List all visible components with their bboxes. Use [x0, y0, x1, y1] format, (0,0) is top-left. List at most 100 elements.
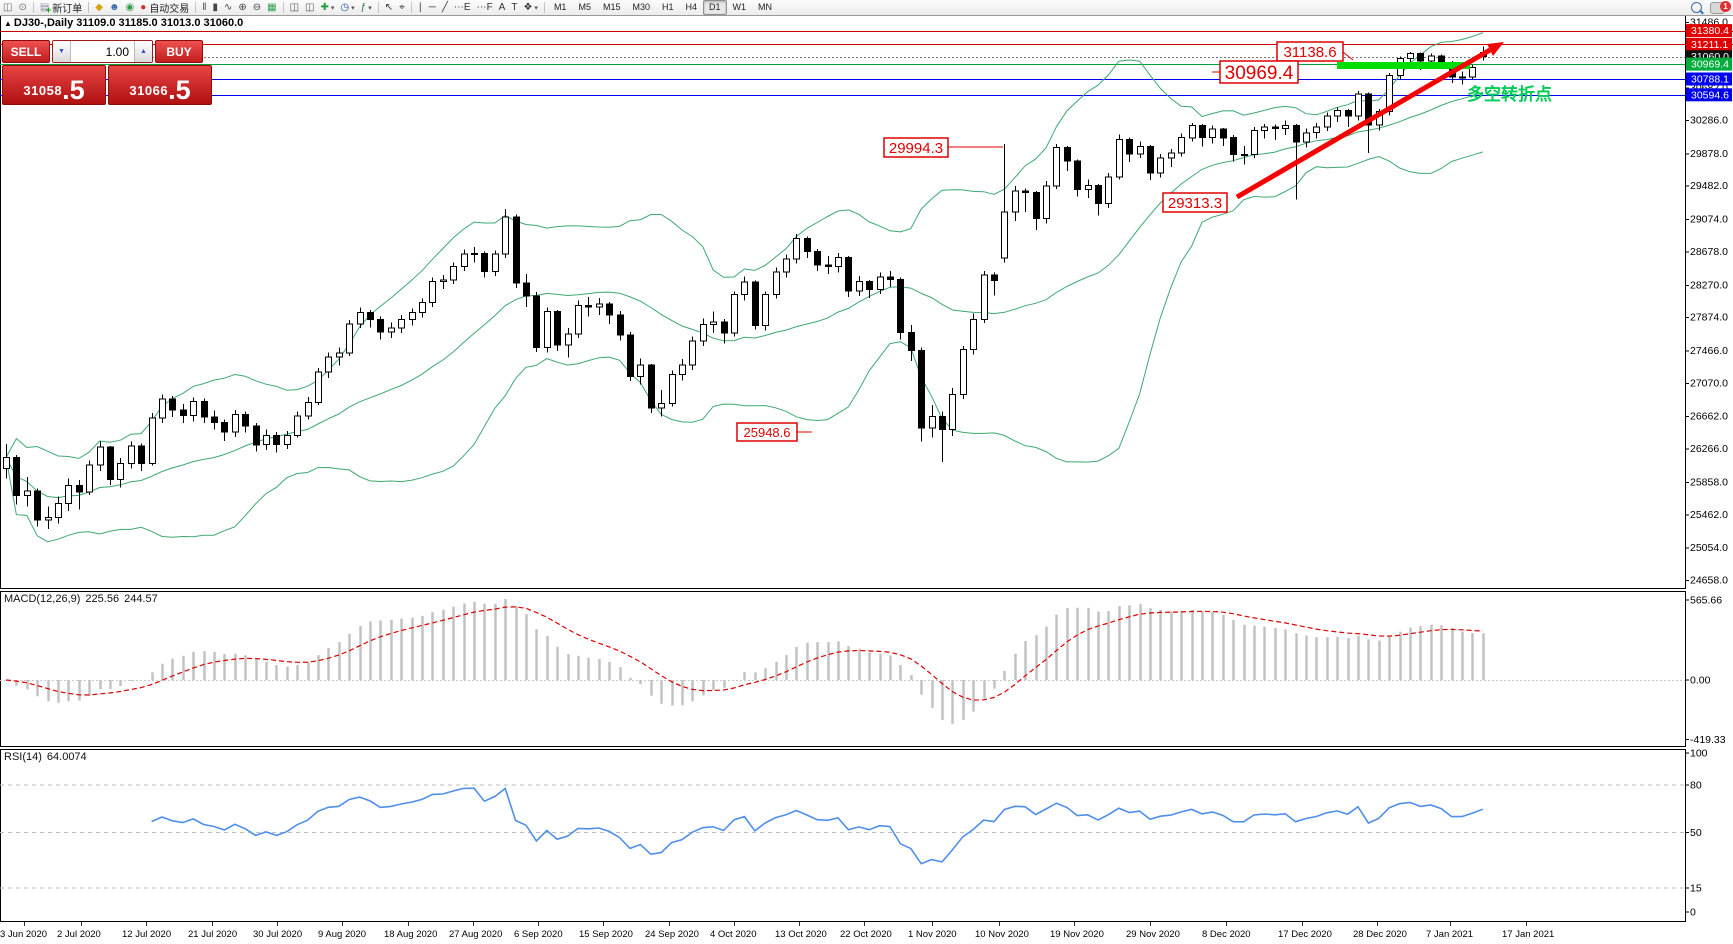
period-clock-icon: ◷	[340, 1, 350, 13]
timeframe-m1[interactable]: M1	[553, 2, 567, 12]
svg-text:24658.0: 24658.0	[1690, 575, 1728, 587]
cursor-icon[interactable]: ↖	[382, 1, 396, 14]
chart-title-text: DJ30-,Daily 31109.0 31185.0 31013.0 3106…	[13, 17, 244, 29]
svg-text:10 Nov 2020: 10 Nov 2020	[975, 929, 1029, 940]
autotrade-button[interactable]: ● 自动交易	[137, 1, 192, 15]
timeframe-bar: M1 M5 M15 M30 H1 H4 D1 W1 MN	[548, 0, 778, 15]
chevron-down-icon[interactable]: ▾	[534, 4, 538, 12]
buy-button[interactable]: BUY	[155, 40, 203, 63]
macd-label: MACD(12,26,9) 225.56 244.57	[4, 593, 163, 605]
macd-histogram	[0, 599, 1685, 724]
timeframe-mn[interactable]: MN	[758, 2, 773, 12]
crosshair-icon[interactable]: ⌖	[396, 1, 408, 14]
community-icon[interactable]: ☻	[106, 1, 123, 14]
add-indicator-button[interactable]: ✚ ▾	[318, 1, 338, 14]
text-icon[interactable]: A	[496, 1, 509, 14]
indicator-list-icon[interactable]: ƒ ▾	[358, 1, 375, 14]
timeframe-w1[interactable]: W1	[732, 2, 747, 12]
new-order-button[interactable]: ▤ + 新订单	[37, 1, 85, 15]
community-icon: ☻	[109, 1, 120, 13]
data-window-icon[interactable]: ⊙	[15, 1, 29, 14]
symbol-arrow-icon: ▲	[4, 19, 12, 28]
notification-badge[interactable]: 1	[1720, 0, 1731, 12]
tile-windows-icon[interactable]: ▦	[264, 1, 279, 14]
chevron-down-icon[interactable]: ▾	[351, 4, 355, 12]
styles-icon[interactable]: ◆	[92, 1, 106, 14]
svg-text:19 Nov 2020: 19 Nov 2020	[1050, 929, 1104, 940]
buy-price-main: 31066	[129, 83, 169, 98]
svg-text:31380.4: 31380.4	[1691, 25, 1729, 37]
volume-field[interactable]: 1.00	[71, 41, 134, 62]
macd-signal-line	[5, 606, 1483, 701]
line-chart-icon[interactable]: ∿	[221, 1, 235, 14]
chart-window-icon[interactable]: ◫	[0, 1, 15, 14]
svg-text:27070.0: 27070.0	[1690, 377, 1728, 389]
svg-text:29 Nov 2020: 29 Nov 2020	[1126, 929, 1180, 940]
toolbar-separator	[88, 2, 90, 13]
arrows-icon[interactable]: ❖ ▾	[520, 1, 540, 14]
svg-text:0: 0	[1690, 907, 1696, 919]
sell-price-main: 31058	[23, 83, 63, 98]
volume-increase-button[interactable]: ▲	[134, 41, 152, 62]
svg-text:28270.0: 28270.0	[1690, 279, 1728, 291]
chevron-down-icon[interactable]: ▾	[330, 4, 335, 12]
svg-text:26662.0: 26662.0	[1690, 411, 1728, 423]
sell-price-pips: .5	[62, 75, 85, 105]
text-icon: A	[498, 1, 506, 13]
date-axis: 3 Jun 2020 2 Jul 2020 12 Jul 2020 21 Jul 20…	[0, 922, 1554, 940]
timeframe-h4[interactable]: H4	[685, 2, 698, 12]
support-zone-bar	[1337, 62, 1470, 69]
trendline-icon: ╱	[441, 1, 448, 13]
svg-text:13 Oct 2020: 13 Oct 2020	[775, 929, 827, 940]
label-icon[interactable]: T	[508, 1, 520, 14]
search-icon[interactable]	[1691, 2, 1702, 13]
fibonacci-icon[interactable]: ⋯E	[451, 1, 474, 14]
volume-decrease-button[interactable]: ▼	[53, 41, 71, 62]
toolbar-separator	[543, 2, 545, 13]
timeframe-m15[interactable]: M15	[602, 2, 621, 12]
timeframe-d1[interactable]: D1	[703, 0, 727, 15]
svg-text:27874.0: 27874.0	[1690, 312, 1728, 324]
buy-price-pips: .5	[168, 75, 191, 105]
zoom-out-icon[interactable]: ⊖	[250, 1, 264, 14]
period-clock-icon[interactable]: ◷ ▾	[337, 1, 357, 14]
zoom-in-icon[interactable]: ⊕	[235, 1, 249, 14]
vertical-line-icon[interactable]: ∣	[415, 1, 426, 14]
svg-text:28678.0: 28678.0	[1690, 246, 1728, 258]
indicator-list-icon: ƒ	[360, 1, 367, 13]
price-callout-box	[883, 137, 949, 158]
channel-icon[interactable]: ⋯F	[474, 1, 496, 14]
horizontal-line-icon[interactable]: ─	[426, 1, 439, 14]
new-order-button-label: 新订单	[52, 4, 83, 15]
sell-price-box[interactable]: 31058.5	[2, 65, 106, 105]
timeframe-h1[interactable]: H1	[662, 2, 674, 12]
sell-button[interactable]: SELL	[2, 40, 50, 63]
chevron-down-icon[interactable]: ▾	[368, 4, 372, 12]
buy-price-box[interactable]: 31066.5	[108, 65, 212, 105]
template-icon[interactable]: ◫	[302, 1, 317, 14]
add-indicator-button: ✚	[320, 1, 329, 13]
price-callout-box	[1162, 192, 1228, 213]
bar-chart-icon[interactable]: ǁ	[199, 1, 209, 14]
svg-text:6 Sep 2020: 6 Sep 2020	[514, 929, 563, 940]
horizontal-line-icon: ─	[428, 1, 436, 13]
svg-text:50: 50	[1690, 827, 1702, 839]
timeframe-m30[interactable]: M30	[632, 2, 650, 12]
chat-bubble-icon[interactable]: 1	[1710, 0, 1731, 14]
candlestick-chart-icon[interactable]: ▮	[209, 1, 221, 14]
label-icon: T	[511, 1, 518, 13]
autotrade-button-label: 自动交易	[149, 4, 190, 15]
trendline-icon[interactable]: ╱	[439, 1, 451, 14]
svg-text:2 Jul 2020: 2 Jul 2020	[57, 929, 101, 940]
svg-text:15: 15	[1690, 883, 1702, 895]
svg-text:17 Dec 2020: 17 Dec 2020	[1278, 929, 1332, 940]
svg-text:0.00: 0.00	[1690, 675, 1711, 687]
price-callout-text: 29994.3	[889, 140, 943, 157]
line-chart-icon: ∿	[223, 1, 233, 13]
timeframe-m5[interactable]: M5	[578, 2, 591, 12]
signals-icon[interactable]: ◉	[123, 1, 138, 14]
svg-text:4 Oct 2020: 4 Oct 2020	[710, 929, 756, 940]
indicator-window-icon[interactable]: ◫	[287, 1, 302, 14]
